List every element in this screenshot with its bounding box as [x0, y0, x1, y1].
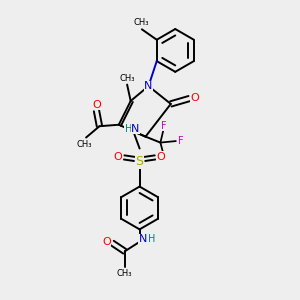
- Text: O: O: [92, 100, 101, 110]
- Text: CH₃: CH₃: [77, 140, 92, 148]
- Text: O: O: [190, 93, 199, 103]
- Text: O: O: [157, 152, 165, 162]
- Text: N: N: [144, 81, 153, 91]
- Text: H: H: [148, 235, 156, 244]
- Text: H: H: [125, 124, 132, 134]
- Text: O: O: [114, 152, 123, 162]
- Text: N: N: [139, 235, 147, 244]
- Text: N: N: [131, 124, 140, 134]
- Text: S: S: [136, 155, 144, 168]
- Text: F: F: [160, 153, 166, 163]
- Text: CH₃: CH₃: [117, 269, 133, 278]
- Text: O: O: [102, 236, 111, 247]
- Text: F: F: [160, 121, 166, 130]
- Text: CH₃: CH₃: [134, 18, 149, 27]
- Text: CH₃: CH₃: [119, 74, 135, 82]
- Text: F: F: [178, 136, 184, 146]
